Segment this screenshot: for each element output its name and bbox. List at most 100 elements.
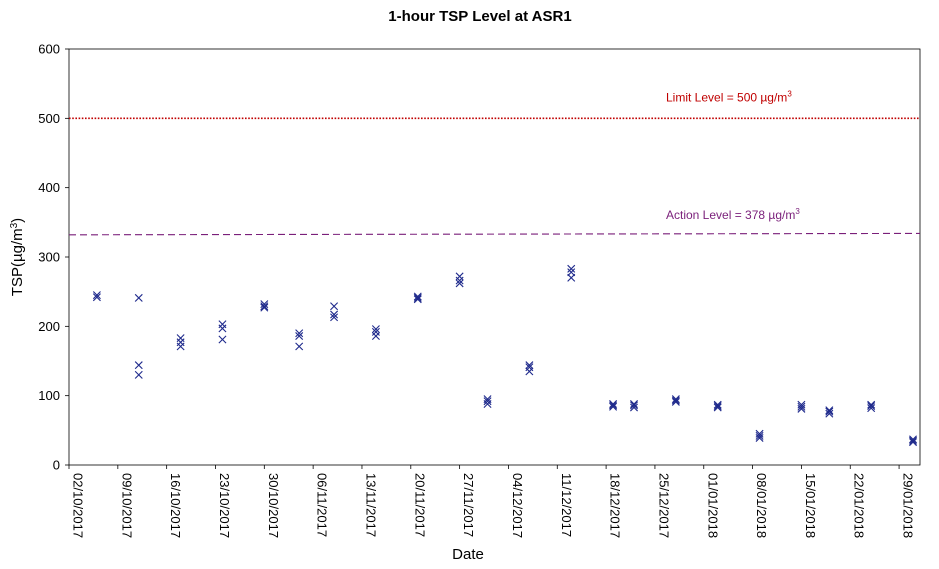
data-point [295, 329, 304, 338]
data-point [609, 402, 618, 411]
y-tick-label: 200 [38, 319, 60, 334]
data-point [413, 292, 422, 301]
data-point [260, 303, 269, 312]
data-point [567, 273, 576, 282]
data-point [630, 399, 638, 408]
y-axis-label-close: ) [9, 218, 26, 223]
data-point [867, 404, 876, 413]
y-tick-label: 400 [38, 180, 60, 195]
data-point [867, 402, 876, 411]
y-axis-label-unit-sup: 3 [9, 222, 20, 228]
data-point [671, 397, 680, 406]
data-point [713, 403, 722, 412]
x-tick-label: 29/01/2018 [901, 473, 916, 538]
data-point [525, 361, 534, 370]
data-point [413, 293, 422, 302]
data-point [371, 325, 380, 334]
x-tick-label: 27/11/2017 [461, 473, 476, 537]
data-point [134, 370, 143, 379]
data-point [330, 310, 339, 319]
plot-area [68, 48, 921, 466]
data-point [713, 400, 722, 409]
x-tick-label: 23/10/2017 [217, 473, 232, 538]
data-point [455, 279, 464, 288]
data-point [609, 399, 618, 408]
data-point [260, 302, 269, 311]
data-point [825, 407, 834, 416]
data-point [218, 324, 227, 333]
data-point [867, 400, 876, 409]
data-points [92, 264, 918, 447]
data-point [330, 313, 339, 322]
data-point [909, 435, 918, 444]
data-point [609, 401, 618, 410]
x-tick-label: 20/11/2017 [412, 473, 427, 537]
x-tick-label: 09/10/2017 [119, 473, 134, 538]
x-tick-label: 08/01/2018 [754, 473, 769, 538]
data-point [567, 264, 576, 273]
data-point [825, 406, 834, 415]
data-point [909, 436, 918, 445]
data-point [176, 338, 185, 347]
data-point [755, 433, 764, 442]
data-point [455, 276, 464, 285]
chart-title: 1-hour TSP Level at ASR1 [388, 8, 571, 25]
x-tick-label: 16/10/2017 [168, 473, 183, 538]
x-tick-label: 25/12/2017 [656, 473, 671, 538]
limit-level-label-text: Limit Level = 500 µg/m [666, 90, 787, 104]
x-axis-label: Date [452, 546, 484, 563]
x-tick-label: 30/10/2017 [266, 473, 281, 538]
x-axis: 02/10/2017 09/10/2017 16/10/2017 23/10/2017… [68, 465, 916, 538]
data-point [92, 291, 101, 300]
y-tick-label: 0 [53, 458, 60, 473]
limit-level-label-sup: 3 [787, 89, 792, 98]
data-point [797, 402, 806, 411]
limit-level-label: Limit Level = 500 µg/m3 [666, 89, 792, 104]
data-point [671, 395, 680, 404]
x-tick-label: 01/01/2018 [705, 473, 720, 538]
x-tick-label: 02/10/2017 [71, 473, 86, 538]
data-point [525, 367, 534, 376]
action-level-label-sup: 3 [795, 207, 800, 216]
data-point [295, 342, 304, 351]
data-point [630, 401, 638, 410]
data-point [455, 272, 464, 281]
y-tick-label: 300 [38, 250, 60, 265]
data-point [176, 334, 185, 343]
y-axis: 0 100 200 300 400 500 600 [38, 42, 69, 473]
data-point [218, 320, 227, 329]
x-tick-label: 18/12/2017 [608, 473, 623, 538]
y-tick-label: 100 [38, 388, 60, 403]
data-point [176, 342, 185, 351]
data-point [483, 397, 492, 406]
data-point [371, 332, 380, 341]
data-point [134, 293, 143, 302]
data-point [825, 409, 834, 418]
data-point [483, 399, 492, 408]
x-tick-label: 06/11/2017 [315, 473, 330, 537]
data-point [413, 295, 422, 304]
data-point [330, 302, 339, 311]
x-tick-label: 13/11/2017 [363, 473, 378, 537]
x-tick-label: 22/01/2018 [852, 473, 867, 538]
y-axis-label: TSP(µg/m3) [9, 218, 26, 296]
x-tick-label: 11/12/2017 [559, 473, 574, 537]
x-tick-label: 15/01/2018 [803, 473, 818, 538]
data-point [797, 404, 806, 413]
data-point [713, 402, 722, 411]
data-point [755, 431, 764, 440]
action-level-line [68, 232, 921, 236]
x-tick-label: 04/12/2017 [510, 473, 525, 538]
data-point [295, 332, 304, 341]
data-point [671, 396, 680, 405]
y-tick-label: 600 [38, 42, 60, 57]
data-point [630, 403, 638, 412]
action-level-label-text: Action Level = 378 µg/m [666, 208, 795, 222]
data-point [909, 438, 918, 447]
data-point [218, 335, 227, 344]
y-tick-label: 500 [38, 111, 60, 126]
action-level-label: Action Level = 378 µg/m3 [666, 207, 800, 222]
data-point [260, 300, 269, 309]
